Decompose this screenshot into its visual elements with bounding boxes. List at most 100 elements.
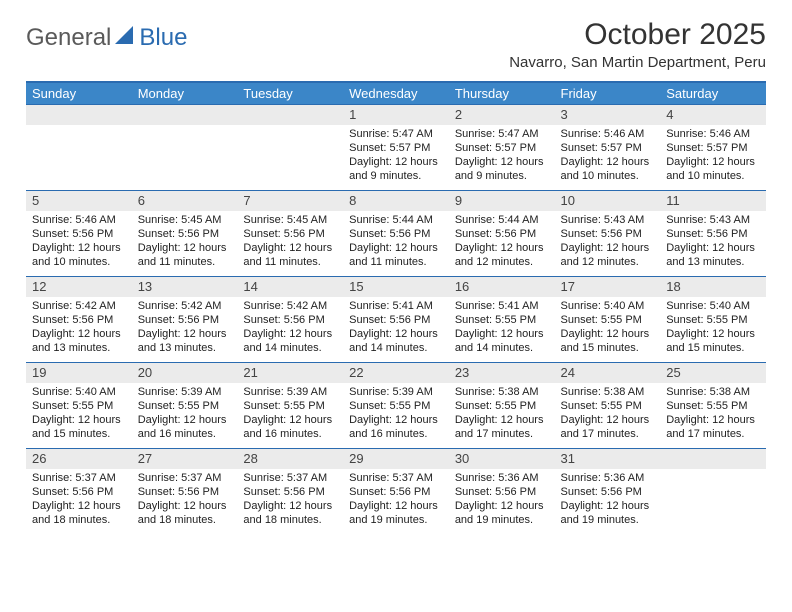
day-details: Sunrise: 5:42 AMSunset: 5:56 PMDaylight:… — [26, 297, 132, 361]
header: General Blue October 2025 Navarro, San M… — [26, 18, 766, 71]
day-details: Sunrise: 5:41 AMSunset: 5:55 PMDaylight:… — [449, 297, 555, 361]
daylight-line: Daylight: 12 hours and 14 minutes. — [455, 328, 549, 356]
day-details: Sunrise: 5:39 AMSunset: 5:55 PMDaylight:… — [132, 383, 238, 447]
calendar-row: 19Sunrise: 5:40 AMSunset: 5:55 PMDayligh… — [26, 362, 766, 448]
daylight-line: Daylight: 12 hours and 11 minutes. — [138, 242, 232, 270]
day-details: Sunrise: 5:47 AMSunset: 5:57 PMDaylight:… — [449, 125, 555, 189]
sunset-line: Sunset: 5:56 PM — [243, 486, 337, 500]
calendar-cell: 31Sunrise: 5:36 AMSunset: 5:56 PMDayligh… — [555, 448, 661, 534]
day-details: Sunrise: 5:43 AMSunset: 5:56 PMDaylight:… — [555, 211, 661, 275]
logo-text-a: General — [26, 24, 111, 52]
day-number: 26 — [26, 448, 132, 469]
day-number: 23 — [449, 362, 555, 383]
daylight-line: Daylight: 12 hours and 15 minutes. — [561, 328, 655, 356]
daylight-line: Daylight: 12 hours and 17 minutes. — [455, 414, 549, 442]
calendar-cell: 14Sunrise: 5:42 AMSunset: 5:56 PMDayligh… — [237, 276, 343, 362]
daylight-line: Daylight: 12 hours and 19 minutes. — [561, 500, 655, 528]
sunrise-line: Sunrise: 5:38 AM — [455, 386, 549, 400]
weekday-row: SundayMondayTuesdayWednesdayThursdayFrid… — [26, 82, 766, 104]
calendar-cell-empty — [132, 104, 238, 190]
logo: General Blue — [26, 18, 187, 52]
day-number: 6 — [132, 190, 238, 211]
day-number: 18 — [660, 276, 766, 297]
sunset-line: Sunset: 5:57 PM — [455, 142, 549, 156]
sunset-line: Sunset: 5:57 PM — [666, 142, 760, 156]
sunrise-line: Sunrise: 5:40 AM — [32, 386, 126, 400]
sunset-line: Sunset: 5:55 PM — [666, 314, 760, 328]
sunset-line: Sunset: 5:56 PM — [138, 314, 232, 328]
calendar-cell: 12Sunrise: 5:42 AMSunset: 5:56 PMDayligh… — [26, 276, 132, 362]
sunrise-line: Sunrise: 5:43 AM — [561, 214, 655, 228]
weekday-header: Wednesday — [343, 82, 449, 104]
calendar-cell: 24Sunrise: 5:38 AMSunset: 5:55 PMDayligh… — [555, 362, 661, 448]
calendar-cell: 27Sunrise: 5:37 AMSunset: 5:56 PMDayligh… — [132, 448, 238, 534]
calendar-cell: 18Sunrise: 5:40 AMSunset: 5:55 PMDayligh… — [660, 276, 766, 362]
sunrise-line: Sunrise: 5:44 AM — [455, 214, 549, 228]
calendar-cell: 6Sunrise: 5:45 AMSunset: 5:56 PMDaylight… — [132, 190, 238, 276]
daylight-line: Daylight: 12 hours and 18 minutes. — [32, 500, 126, 528]
daylight-line: Daylight: 12 hours and 16 minutes. — [349, 414, 443, 442]
day-details: Sunrise: 5:37 AMSunset: 5:56 PMDaylight:… — [26, 469, 132, 533]
daylight-line: Daylight: 12 hours and 9 minutes. — [455, 156, 549, 184]
sunset-line: Sunset: 5:55 PM — [138, 400, 232, 414]
calendar-cell: 25Sunrise: 5:38 AMSunset: 5:55 PMDayligh… — [660, 362, 766, 448]
calendar-cell: 28Sunrise: 5:37 AMSunset: 5:56 PMDayligh… — [237, 448, 343, 534]
day-number: 15 — [343, 276, 449, 297]
sunset-line: Sunset: 5:56 PM — [455, 486, 549, 500]
calendar-cell: 13Sunrise: 5:42 AMSunset: 5:56 PMDayligh… — [132, 276, 238, 362]
sunset-line: Sunset: 5:56 PM — [32, 486, 126, 500]
calendar-cell: 10Sunrise: 5:43 AMSunset: 5:56 PMDayligh… — [555, 190, 661, 276]
sunrise-line: Sunrise: 5:40 AM — [666, 300, 760, 314]
sunrise-line: Sunrise: 5:39 AM — [243, 386, 337, 400]
day-details: Sunrise: 5:46 AMSunset: 5:57 PMDaylight:… — [555, 125, 661, 189]
sunrise-line: Sunrise: 5:47 AM — [349, 128, 443, 142]
day-details: Sunrise: 5:39 AMSunset: 5:55 PMDaylight:… — [343, 383, 449, 447]
day-number: 7 — [237, 190, 343, 211]
sunrise-line: Sunrise: 5:41 AM — [349, 300, 443, 314]
sunrise-line: Sunrise: 5:37 AM — [243, 472, 337, 486]
daylight-line: Daylight: 12 hours and 17 minutes. — [561, 414, 655, 442]
day-details: Sunrise: 5:41 AMSunset: 5:56 PMDaylight:… — [343, 297, 449, 361]
sunset-line: Sunset: 5:56 PM — [561, 486, 655, 500]
logo-text-b: Blue — [139, 24, 187, 52]
calendar-cell: 15Sunrise: 5:41 AMSunset: 5:56 PMDayligh… — [343, 276, 449, 362]
sunset-line: Sunset: 5:56 PM — [138, 228, 232, 242]
calendar-cell: 19Sunrise: 5:40 AMSunset: 5:55 PMDayligh… — [26, 362, 132, 448]
calendar-cell: 7Sunrise: 5:45 AMSunset: 5:56 PMDaylight… — [237, 190, 343, 276]
calendar-cell: 21Sunrise: 5:39 AMSunset: 5:55 PMDayligh… — [237, 362, 343, 448]
weekday-header: Friday — [555, 82, 661, 104]
day-details: Sunrise: 5:39 AMSunset: 5:55 PMDaylight:… — [237, 383, 343, 447]
day-details: Sunrise: 5:47 AMSunset: 5:57 PMDaylight:… — [343, 125, 449, 189]
daylight-line: Daylight: 12 hours and 10 minutes. — [666, 156, 760, 184]
day-number: 14 — [237, 276, 343, 297]
day-number: 9 — [449, 190, 555, 211]
day-details: Sunrise: 5:42 AMSunset: 5:56 PMDaylight:… — [132, 297, 238, 361]
daylight-line: Daylight: 12 hours and 15 minutes. — [32, 414, 126, 442]
calendar-cell: 20Sunrise: 5:39 AMSunset: 5:55 PMDayligh… — [132, 362, 238, 448]
sunset-line: Sunset: 5:56 PM — [32, 228, 126, 242]
day-number: 25 — [660, 362, 766, 383]
daylight-line: Daylight: 12 hours and 13 minutes. — [138, 328, 232, 356]
sunset-line: Sunset: 5:56 PM — [349, 314, 443, 328]
sunset-line: Sunset: 5:55 PM — [455, 400, 549, 414]
weekday-header: Saturday — [660, 82, 766, 104]
month-title: October 2025 — [509, 18, 766, 52]
calendar-cell: 16Sunrise: 5:41 AMSunset: 5:55 PMDayligh… — [449, 276, 555, 362]
daylight-line: Daylight: 12 hours and 9 minutes. — [349, 156, 443, 184]
day-details: Sunrise: 5:45 AMSunset: 5:56 PMDaylight:… — [237, 211, 343, 275]
sunrise-line: Sunrise: 5:44 AM — [349, 214, 443, 228]
sunrise-line: Sunrise: 5:39 AM — [349, 386, 443, 400]
calendar-cell: 22Sunrise: 5:39 AMSunset: 5:55 PMDayligh… — [343, 362, 449, 448]
day-details: Sunrise: 5:38 AMSunset: 5:55 PMDaylight:… — [555, 383, 661, 447]
day-details: Sunrise: 5:44 AMSunset: 5:56 PMDaylight:… — [343, 211, 449, 275]
calendar-table: SundayMondayTuesdayWednesdayThursdayFrid… — [26, 81, 766, 534]
daylight-line: Daylight: 12 hours and 17 minutes. — [666, 414, 760, 442]
day-number: 11 — [660, 190, 766, 211]
calendar-cell-empty — [660, 448, 766, 534]
sunset-line: Sunset: 5:57 PM — [349, 142, 443, 156]
sunrise-line: Sunrise: 5:42 AM — [243, 300, 337, 314]
weekday-header: Sunday — [26, 82, 132, 104]
calendar-cell: 4Sunrise: 5:46 AMSunset: 5:57 PMDaylight… — [660, 104, 766, 190]
day-number: 8 — [343, 190, 449, 211]
calendar-cell: 11Sunrise: 5:43 AMSunset: 5:56 PMDayligh… — [660, 190, 766, 276]
